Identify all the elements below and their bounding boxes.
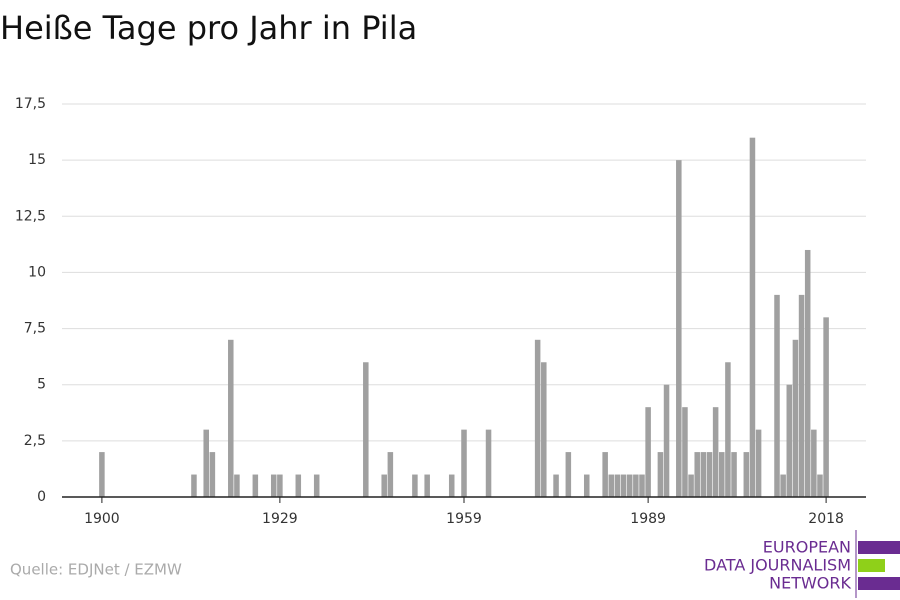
bar xyxy=(387,452,394,497)
bar xyxy=(485,429,492,497)
x-tick-label: 1959 xyxy=(446,511,482,527)
chart-title: Heiße Tage pro Jahr in Pila xyxy=(0,9,417,47)
y-tick-label: 10 xyxy=(28,264,46,280)
bar xyxy=(583,474,590,497)
bar xyxy=(804,249,811,497)
y-tick-label: 15 xyxy=(28,152,46,168)
bar xyxy=(645,407,651,497)
bar xyxy=(811,429,817,497)
x-tick-label: 2018 xyxy=(808,511,844,527)
bar xyxy=(792,339,799,497)
x-tick-label: 1900 xyxy=(84,511,120,527)
bar xyxy=(823,317,829,497)
bar xyxy=(448,474,455,497)
bar xyxy=(295,474,302,497)
y-tick-label: 2,5 xyxy=(24,433,46,449)
bar xyxy=(234,474,240,497)
y-tick-label: 5 xyxy=(37,377,46,393)
bar xyxy=(620,474,627,497)
logo-text: EUROPEAN xyxy=(763,538,851,557)
y-tick-label: 17,5 xyxy=(15,96,46,112)
bar xyxy=(786,384,793,497)
bar xyxy=(682,407,688,497)
bar xyxy=(743,452,750,497)
logo-bar xyxy=(858,577,900,590)
bar xyxy=(602,452,608,497)
bar xyxy=(553,474,559,497)
bar xyxy=(694,452,700,497)
bar xyxy=(817,474,823,497)
x-tick-label: 1989 xyxy=(630,511,666,527)
bar xyxy=(614,474,621,497)
bar xyxy=(313,474,320,497)
bar xyxy=(209,452,216,497)
bar xyxy=(774,294,780,497)
bar xyxy=(663,384,670,497)
bar xyxy=(270,474,277,497)
bar xyxy=(688,474,694,497)
bar xyxy=(725,362,731,497)
bar xyxy=(541,362,547,497)
logo-bar xyxy=(858,541,900,554)
bar xyxy=(381,474,387,497)
logo-bar xyxy=(858,559,885,572)
bar xyxy=(534,339,541,497)
bar xyxy=(731,452,737,497)
bar xyxy=(277,474,283,497)
bar xyxy=(719,452,725,497)
bar xyxy=(412,474,418,497)
y-tick-label: 0 xyxy=(37,489,46,505)
bar xyxy=(608,474,615,497)
bar xyxy=(252,474,259,497)
bar xyxy=(780,474,786,497)
bar xyxy=(755,429,762,497)
bar xyxy=(657,452,664,497)
bar xyxy=(228,339,234,497)
bar xyxy=(565,452,572,497)
bar xyxy=(191,474,197,497)
bar xyxy=(633,474,639,497)
logo-text: DATA JOURNALISM xyxy=(704,556,851,575)
bar xyxy=(626,474,633,497)
y-tick-label: 12,5 xyxy=(15,208,46,224)
logo-text: NETWORK xyxy=(769,574,851,593)
bar xyxy=(749,137,756,497)
bar xyxy=(99,452,105,497)
bar xyxy=(706,452,713,497)
bar xyxy=(639,474,645,497)
bar xyxy=(798,294,805,497)
bar xyxy=(363,362,369,497)
bar xyxy=(712,407,719,497)
bar xyxy=(700,452,707,497)
bar xyxy=(676,160,682,497)
source: Quelle: EDJNet / EZMW xyxy=(10,561,182,579)
bar xyxy=(424,474,430,497)
x-tick-label: 1929 xyxy=(262,511,298,527)
bar xyxy=(203,429,209,497)
bar xyxy=(461,429,467,497)
y-tick-label: 7,5 xyxy=(24,321,46,337)
